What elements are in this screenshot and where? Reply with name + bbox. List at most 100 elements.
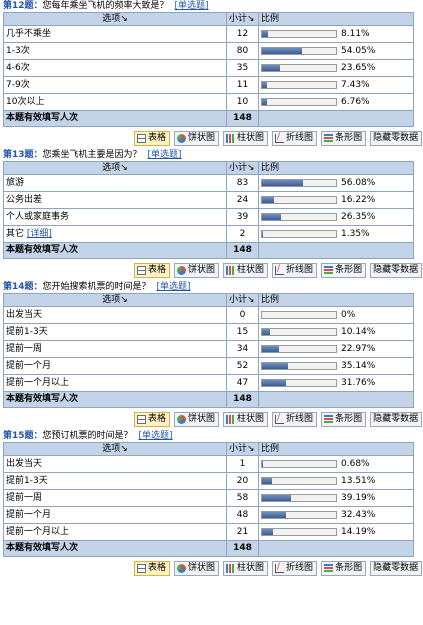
column-chart-icon <box>226 265 236 275</box>
option-cell: 公务出差 <box>3 191 227 209</box>
percent-cell: 7.43% <box>258 76 414 94</box>
percent-bar <box>261 345 337 353</box>
percent-bar-fill <box>262 180 304 186</box>
toolbar-button-label: 隐藏零数据 <box>373 264 419 275</box>
toolbar-button-label: 表格 <box>148 562 167 573</box>
column-header-option[interactable]: 选项↘ <box>3 12 227 26</box>
question-type-link[interactable]: [单选题] <box>138 431 173 441</box>
toolbar-button[interactable]: 饼状图 <box>174 130 220 146</box>
question-header: 第13题：您乘坐飞机主要是因为？ [单选题] <box>0 149 423 161</box>
column-header-count[interactable]: 小计↘ <box>226 161 259 175</box>
toolbar-button[interactable]: 饼状图 <box>174 262 220 278</box>
toolbar-button[interactable]: 折线图 <box>272 262 318 278</box>
question-title: 您乘坐飞机主要是因为？ <box>42 150 142 160</box>
column-header-label: 选项 <box>102 295 121 305</box>
toolbar-button[interactable]: 折线图 <box>272 560 318 576</box>
toolbar-button[interactable]: 隐藏零数据 <box>370 411 423 427</box>
column-header-option[interactable]: 选项↘ <box>3 442 227 456</box>
column-header-label: 选项 <box>102 163 121 173</box>
percent-bar-fill <box>262 214 282 220</box>
sort-icon[interactable]: ↘ <box>120 444 128 454</box>
question-number: 第14题： <box>3 282 43 292</box>
toolbar-button[interactable]: 饼状图 <box>174 411 220 427</box>
toolbar-button-label: 条形图 <box>335 132 363 143</box>
total-empty <box>258 540 414 557</box>
sort-icon[interactable]: ↘ <box>120 14 128 24</box>
percent-bar-fill <box>262 48 302 54</box>
question-type-link[interactable]: [单选题] <box>156 282 191 292</box>
toolbar-button[interactable]: 条形图 <box>321 262 367 278</box>
stats-table: 选项↘ 小计↘ 比例 几乎不乘坐 12 8.11% 1-3次 80 54.05% 4-6次 35 23… <box>3 12 414 127</box>
option-cell: 提前一个月 <box>3 357 227 375</box>
column-header-label: 小计 <box>229 295 248 305</box>
toolbar-button[interactable]: 隐藏零数据 <box>370 560 423 576</box>
count-cell: 15 <box>226 323 259 341</box>
sort-icon[interactable]: ↘ <box>247 14 255 24</box>
option-cell: 提前1-3天 <box>3 323 227 341</box>
toolbar-button[interactable]: 柱状图 <box>223 130 269 146</box>
total-row: 本题有效填写人次 148 <box>3 391 414 408</box>
toolbar-button[interactable]: 隐藏零数据 <box>370 130 423 146</box>
percent-bar <box>261 379 337 387</box>
option-cell: 10次以上 <box>3 93 227 111</box>
toolbar-button-label: 柱状图 <box>237 132 265 143</box>
toolbar-button[interactable]: 条形图 <box>321 560 367 576</box>
option-cell: 个人或家庭事务 <box>3 208 227 226</box>
percent-text: 54.05% <box>341 46 376 56</box>
column-header-count[interactable]: 小计↘ <box>226 442 259 456</box>
table-icon <box>137 265 146 275</box>
toolbar-button[interactable]: 表格 <box>134 560 171 576</box>
toolbar-button-label: 表格 <box>148 132 167 143</box>
percent-bar-fill <box>262 329 270 335</box>
toolbar-button[interactable]: 条形图 <box>321 411 367 427</box>
toolbar-button[interactable]: 饼状图 <box>174 560 220 576</box>
detail-link[interactable]: [详细] <box>26 229 52 239</box>
toolbar-button[interactable]: 折线图 <box>272 411 318 427</box>
toolbar-button[interactable]: 柱状图 <box>223 560 269 576</box>
option-label: 提前一周 <box>6 493 43 503</box>
percent-cell: 54.05% <box>258 42 414 60</box>
percent-bar-fill <box>262 512 286 518</box>
toolbar-button[interactable]: 柱状图 <box>223 411 269 427</box>
column-header-count[interactable]: 小计↘ <box>226 12 259 26</box>
percent-bar <box>261 328 337 336</box>
toolbar-button[interactable]: 条形图 <box>321 130 367 146</box>
option-label: 1-3次 <box>6 46 30 56</box>
count-cell: 39 <box>226 208 259 226</box>
table-row: 出发当天 1 0.68% <box>3 455 414 473</box>
sort-icon[interactable]: ↘ <box>120 163 128 173</box>
sort-icon[interactable]: ↘ <box>247 295 255 305</box>
line-chart-icon <box>275 561 285 574</box>
question-number: 第13题： <box>3 150 43 160</box>
percent-bar-fill <box>262 99 267 105</box>
count-cell: 0 <box>226 306 259 324</box>
question-type-link[interactable]: [单选题] <box>174 1 209 11</box>
option-label: 公务出差 <box>6 195 43 205</box>
column-header-option[interactable]: 选项↘ <box>3 161 227 175</box>
option-label: 提前一个月 <box>6 361 52 371</box>
percent-text: 22.97% <box>341 344 376 354</box>
toolbar-button-label: 柱状图 <box>237 264 265 275</box>
toolbar-button[interactable]: 折线图 <box>272 130 318 146</box>
sort-icon[interactable]: ↘ <box>247 163 255 173</box>
total-empty <box>258 391 414 408</box>
table-row: 提前一个月 48 32.43% <box>3 506 414 524</box>
table-row: 提前一个月以上 47 31.76% <box>3 374 414 392</box>
percent-bar <box>261 511 337 519</box>
percent-bar-fill <box>262 529 273 535</box>
toolbar-button[interactable]: 隐藏零数据 <box>370 262 423 278</box>
column-header-count[interactable]: 小计↘ <box>226 293 259 307</box>
toolbar-button[interactable]: 表格 <box>134 262 171 278</box>
option-label: 出发当天 <box>6 310 43 320</box>
toolbar-button[interactable]: 表格 <box>134 411 171 427</box>
option-cell: 旅游 <box>3 174 227 192</box>
sort-icon[interactable]: ↘ <box>120 295 128 305</box>
percent-bar <box>261 230 337 238</box>
toolbar-button[interactable]: 柱状图 <box>223 262 269 278</box>
sort-icon[interactable]: ↘ <box>247 444 255 454</box>
column-chart-icon <box>226 133 236 143</box>
survey-results: 第12题：您每年乘坐飞机的频率大致是？ [单选题] 选项↘ 小计↘ 比例 几乎不乘坐 12 8… <box>0 0 423 579</box>
column-header-option[interactable]: 选项↘ <box>3 293 227 307</box>
toolbar-button[interactable]: 表格 <box>134 130 171 146</box>
question-type-link[interactable]: [单选题] <box>147 150 182 160</box>
